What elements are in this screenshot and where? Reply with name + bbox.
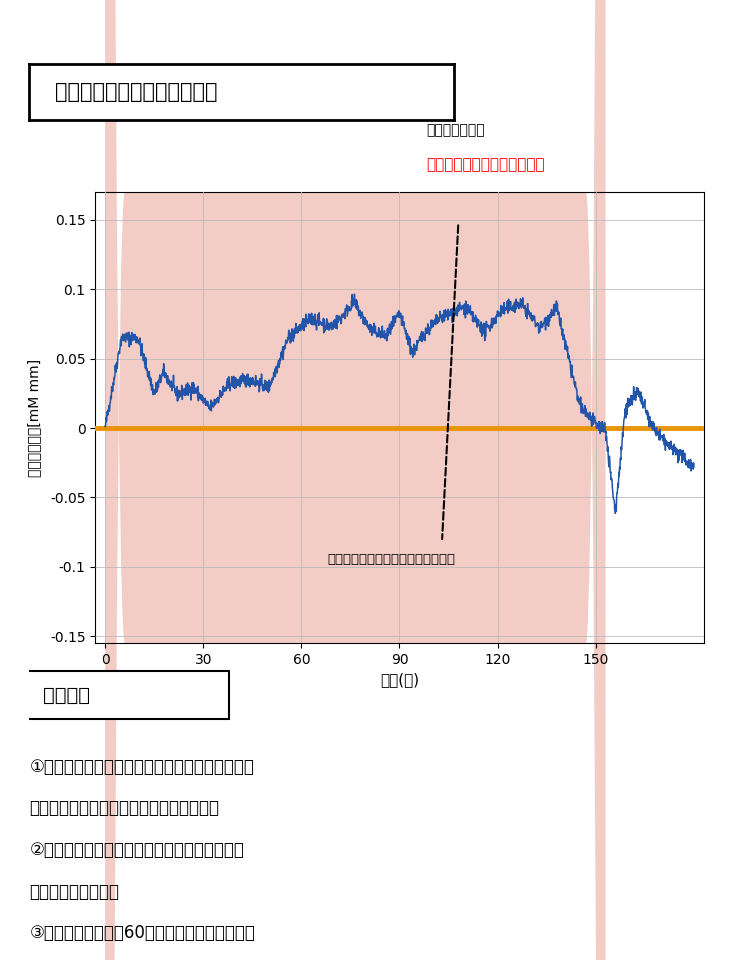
Text: ミシン作業中は: ミシン作業中は bbox=[426, 124, 485, 137]
X-axis label: 時間(秒): 時間(秒) bbox=[380, 672, 419, 687]
Y-axis label: 脳血流変化量[mM mm]: 脳血流変化量[mM mm] bbox=[28, 358, 42, 477]
Text: 前頭前野が活性化しました。: 前頭前野が活性化しました。 bbox=[426, 156, 545, 172]
Text: ③ミシンの作業開始60秒あたりから、安定して: ③ミシンの作業開始60秒あたりから、安定して bbox=[29, 924, 255, 943]
FancyBboxPatch shape bbox=[23, 671, 229, 719]
Text: 維持しています。: 維持しています。 bbox=[29, 882, 119, 900]
Text: 認知機能の維持・向上が期待できます。: 認知機能の維持・向上が期待できます。 bbox=[29, 800, 219, 817]
Text: 実験結果: 実験結果 bbox=[43, 685, 90, 705]
Text: リラックス時をゼロとしています。: リラックス時をゼロとしています。 bbox=[328, 553, 455, 566]
Text: ミシン作業中の脳活動の変化: ミシン作業中の脳活動の変化 bbox=[55, 83, 217, 102]
Text: ①ミシンの作業をすると、前頭前野が活性化し、: ①ミシンの作業をすると、前頭前野が活性化し、 bbox=[29, 757, 254, 776]
Text: ②ミシンの作業中、前頭前野は、高い脳活動を: ②ミシンの作業中、前頭前野は、高い脳活動を bbox=[29, 841, 244, 859]
FancyBboxPatch shape bbox=[105, 0, 605, 960]
